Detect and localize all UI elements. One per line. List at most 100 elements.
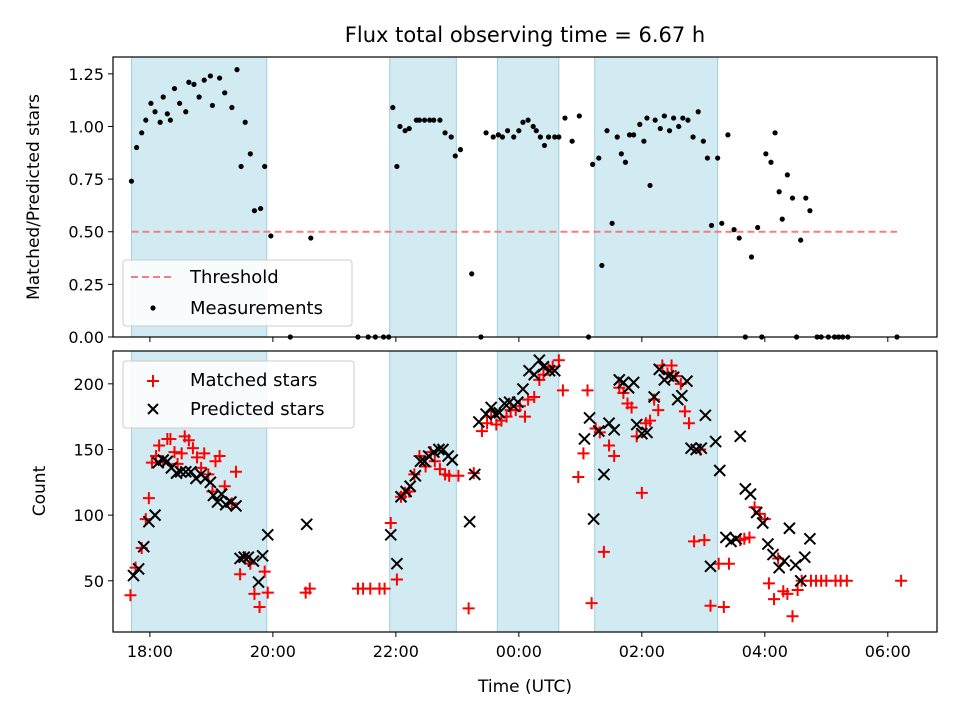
measurement-point [604, 128, 610, 134]
matched-star-point [722, 557, 735, 570]
matched-star-point [597, 545, 610, 558]
predicted-star-point [750, 506, 763, 519]
measurement-point [590, 161, 596, 167]
measurement-point [499, 134, 506, 140]
chart-title: Flux total observing time = 6.67 h [345, 23, 705, 47]
predicted-star-point [489, 407, 502, 421]
predicted-star-point [537, 360, 550, 373]
measurement-point [755, 224, 761, 231]
y-tick-label: 150 [73, 440, 104, 459]
predicted-star-point [597, 468, 611, 481]
predicted-star-point [300, 518, 313, 531]
matched-star-point [665, 359, 678, 372]
shaded-interval [594, 350, 719, 633]
matched-star-point [625, 401, 638, 414]
top-x-ticks [149, 337, 889, 342]
x-tick-label: 22:00 [373, 642, 419, 661]
matched-star-point [712, 557, 725, 570]
matched-star-point [608, 450, 621, 463]
measurement-point [504, 128, 511, 134]
matched-star-point [603, 439, 616, 452]
measurement-point [748, 254, 755, 260]
matched-star-point [698, 534, 711, 547]
measurement-point [427, 117, 433, 123]
measurement-points [128, 67, 900, 340]
bottom-legend: Matched stars Predicted stars [122, 360, 355, 429]
measurement-point [807, 208, 813, 214]
measurement-point [495, 132, 501, 138]
measurement-point [222, 90, 228, 96]
matched-star-point [261, 586, 274, 599]
predicted-star-point [204, 476, 217, 489]
predicted-star-point [256, 549, 269, 563]
predicted-star-point [137, 540, 150, 553]
measurement-point [177, 100, 183, 106]
matched-star-point [182, 434, 195, 447]
matched-star-point [781, 587, 794, 600]
bottom-subplot: 18:00 20:00 22:00 00:00 02:00 04:00 06:00 50 10… [30, 350, 938, 697]
measurement-point [708, 222, 715, 229]
y-tick-label: 0.50 [68, 223, 104, 242]
measurement-point [671, 115, 677, 121]
measurement-point [789, 195, 796, 201]
measurement-point [406, 125, 412, 132]
x-tick-label: 20:00 [250, 642, 296, 661]
measurement-point [516, 128, 522, 134]
predicted-star-point [653, 363, 666, 376]
predicted-star-point [592, 424, 605, 438]
measurement-point [143, 117, 149, 123]
predicted-star-point [766, 548, 780, 561]
predicted-star-point [247, 554, 260, 568]
measurement-point [229, 104, 235, 111]
shaded-interval [496, 56, 560, 338]
shaded-interval [389, 350, 457, 633]
measurement-point [666, 128, 673, 134]
measurement-point [736, 235, 742, 241]
predicted-star-point [132, 562, 145, 576]
x-tick-label: 00:00 [496, 642, 542, 661]
matched-star-point [303, 582, 316, 595]
matched-star-point [253, 601, 266, 614]
predicted-star-point [493, 406, 506, 419]
matched-star-point [840, 574, 853, 587]
predicted-star-point [432, 443, 446, 456]
measurement-point [452, 153, 458, 159]
matched-star-point [537, 368, 550, 381]
top-y-ticks: 0.00 0.25 0.50 0.75 1.00 1.25 [68, 65, 113, 347]
predicted-star-point [695, 441, 708, 455]
measurement-point [676, 123, 682, 130]
predicted-star-point [699, 409, 712, 422]
y-tick-label: 100 [73, 506, 104, 525]
matched-star-point [145, 456, 158, 469]
measurement-point [152, 109, 158, 115]
predicted-star-point [511, 396, 525, 409]
measurement-point [397, 123, 403, 130]
predicted-star-point [533, 353, 546, 367]
matched-star-point [229, 465, 242, 478]
matched-star-point [481, 417, 494, 430]
matched-star-point [738, 532, 751, 545]
predicted-star-point [229, 499, 243, 513]
matched-star-point [258, 565, 271, 578]
measurement-point [731, 227, 737, 233]
matched-star-point [198, 447, 211, 460]
y-tick-label: 0.25 [68, 275, 104, 294]
measurement-point [448, 134, 454, 140]
measurement-point [552, 134, 558, 140]
predicted-star-point [237, 550, 251, 564]
matched-star-point [786, 610, 799, 623]
measurement-point [186, 79, 192, 85]
measurement-point [533, 128, 539, 134]
predicted-star-point [583, 411, 596, 425]
matched-star-point [682, 417, 695, 430]
measurement-point [262, 163, 268, 170]
measurement-point [685, 117, 691, 123]
measurement-point [647, 182, 653, 189]
predicted-star-point [179, 465, 192, 479]
measurement-point [416, 117, 423, 123]
measurement-point [490, 134, 496, 140]
top-axes-frame [112, 56, 938, 338]
predicted-star-point [161, 455, 174, 468]
y-tick-label: 1.25 [68, 65, 104, 84]
